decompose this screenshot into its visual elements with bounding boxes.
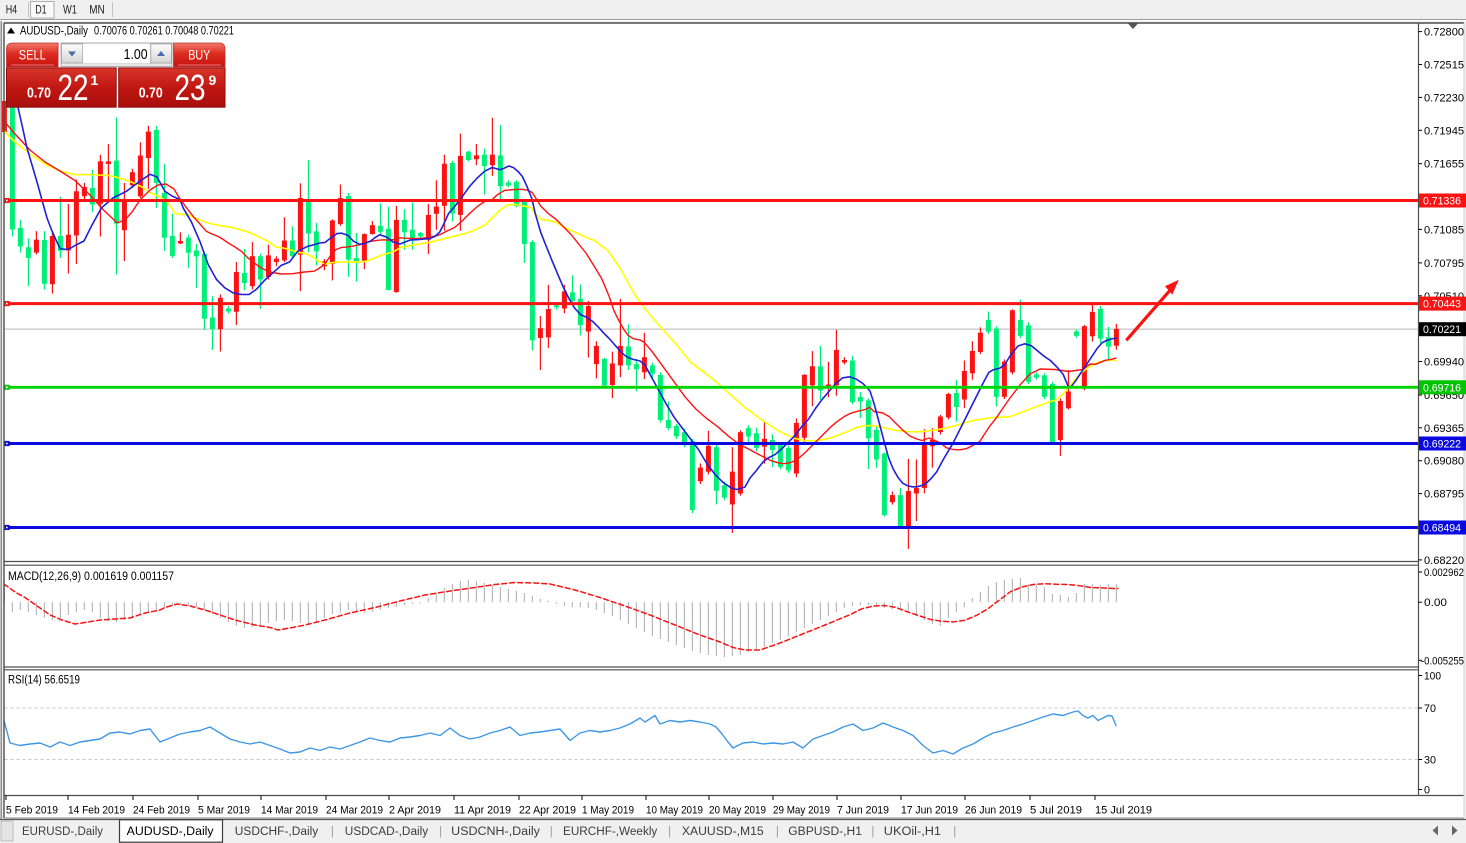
svg-text:0.70076 0.70261 0.70048 0.7022: 0.70076 0.70261 0.70048 0.70221 [94,26,234,38]
svg-text:GBPUSD-,H1: GBPUSD-,H1 [788,826,862,838]
svg-text:0.69716: 0.69716 [1423,382,1461,394]
svg-text:0.68795: 0.68795 [1424,489,1464,501]
svg-text:0.70443: 0.70443 [1423,299,1461,311]
svg-text:|: | [550,826,553,838]
svg-text:5 Feb 2019: 5 Feb 2019 [6,805,58,817]
svg-text:20 May 2019: 20 May 2019 [709,805,766,817]
svg-text:W1: W1 [63,5,77,17]
svg-text:0.72230: 0.72230 [1424,92,1464,104]
svg-text:0: 0 [1424,785,1430,797]
svg-text:1 May 2019: 1 May 2019 [582,805,634,817]
svg-text:EURUSD-,Daily: EURUSD-,Daily [22,826,103,838]
svg-text:23: 23 [175,67,206,108]
svg-text:9: 9 [209,72,217,88]
svg-text:SELL: SELL [19,48,46,63]
svg-text:0.70: 0.70 [139,86,163,102]
svg-text:|: | [871,826,874,838]
svg-text:USDCAD-,Daily: USDCAD-,Daily [345,826,429,838]
svg-text:|: | [776,826,779,838]
svg-text:0.71085: 0.71085 [1424,224,1464,236]
svg-text:BUY: BUY [188,48,210,63]
svg-text:AUDUSD-,Daily: AUDUSD-,Daily [127,826,214,838]
svg-text:17 Jun 2019: 17 Jun 2019 [901,805,958,817]
svg-text:0.002962: 0.002962 [1424,567,1464,579]
svg-text:EURCHF-,Weekly: EURCHF-,Weekly [563,826,658,838]
svg-text:0.71945: 0.71945 [1424,125,1464,137]
svg-text:30: 30 [1424,755,1436,767]
svg-text:100: 100 [1424,671,1441,683]
svg-text:0.69222: 0.69222 [1423,439,1461,451]
svg-text:70: 70 [1424,703,1436,715]
svg-text:-0.005255: -0.005255 [1421,655,1464,667]
svg-text:10 May 2019: 10 May 2019 [646,805,703,817]
svg-text:0.70221: 0.70221 [1423,324,1461,336]
svg-text:XAUUSD-,M15: XAUUSD-,M15 [682,826,764,838]
svg-text:0.69365: 0.69365 [1424,423,1464,435]
svg-text:22: 22 [58,67,89,108]
svg-text:5 Mar 2019: 5 Mar 2019 [198,805,250,817]
svg-text:14 Mar 2019: 14 Mar 2019 [261,805,318,817]
svg-text:|: | [668,826,671,838]
svg-text:H4: H4 [6,5,18,17]
svg-text:MACD(12,26,9) 0.001619 0.00115: MACD(12,26,9) 0.001619 0.001157 [8,571,174,583]
svg-text:0.00: 0.00 [1424,597,1447,609]
svg-text:26 Jun 2019: 26 Jun 2019 [965,805,1022,817]
svg-text:0.71655: 0.71655 [1424,159,1464,171]
svg-text:14 Feb 2019: 14 Feb 2019 [68,805,125,817]
svg-text:UKOil-,H1: UKOil-,H1 [884,826,941,838]
svg-text:29 May 2019: 29 May 2019 [773,805,830,817]
svg-text:|: | [439,826,442,838]
svg-text:0.71336: 0.71336 [1423,196,1461,208]
svg-text:1: 1 [91,72,99,88]
svg-text:7 Jun 2019: 7 Jun 2019 [837,805,889,817]
svg-text:D1: D1 [35,5,46,17]
svg-text:0.69080: 0.69080 [1424,456,1464,468]
svg-text:|: | [331,826,334,838]
svg-text:15 Jul 2019: 15 Jul 2019 [1095,805,1152,817]
svg-text:RSI(14) 56.6519: RSI(14) 56.6519 [8,675,80,687]
svg-text:0.72800: 0.72800 [1424,27,1464,39]
svg-text:0.68220: 0.68220 [1424,555,1464,567]
svg-text:5 Jul 2019: 5 Jul 2019 [1030,805,1082,817]
svg-text:0.68494: 0.68494 [1423,523,1461,535]
svg-text:USDCHF-,Daily: USDCHF-,Daily [235,826,319,838]
svg-text:0.70795: 0.70795 [1424,258,1464,270]
svg-text:MN: MN [89,5,105,17]
svg-text:USDCNH-,Daily: USDCNH-,Daily [451,826,540,838]
svg-text:22 Apr 2019: 22 Apr 2019 [519,805,576,817]
svg-text:|: | [953,826,956,838]
svg-text:11 Apr 2019: 11 Apr 2019 [454,805,511,817]
svg-text:0.70: 0.70 [27,86,51,102]
svg-text:0.72515: 0.72515 [1424,60,1464,72]
svg-text:2 Apr 2019: 2 Apr 2019 [389,805,441,817]
svg-text:24 Feb 2019: 24 Feb 2019 [133,805,190,817]
svg-text:1.00: 1.00 [124,46,148,63]
svg-text:0.69940: 0.69940 [1424,357,1464,369]
svg-text:AUDUSD-,Daily: AUDUSD-,Daily [20,26,88,38]
svg-text:24 Mar 2019: 24 Mar 2019 [326,805,383,817]
